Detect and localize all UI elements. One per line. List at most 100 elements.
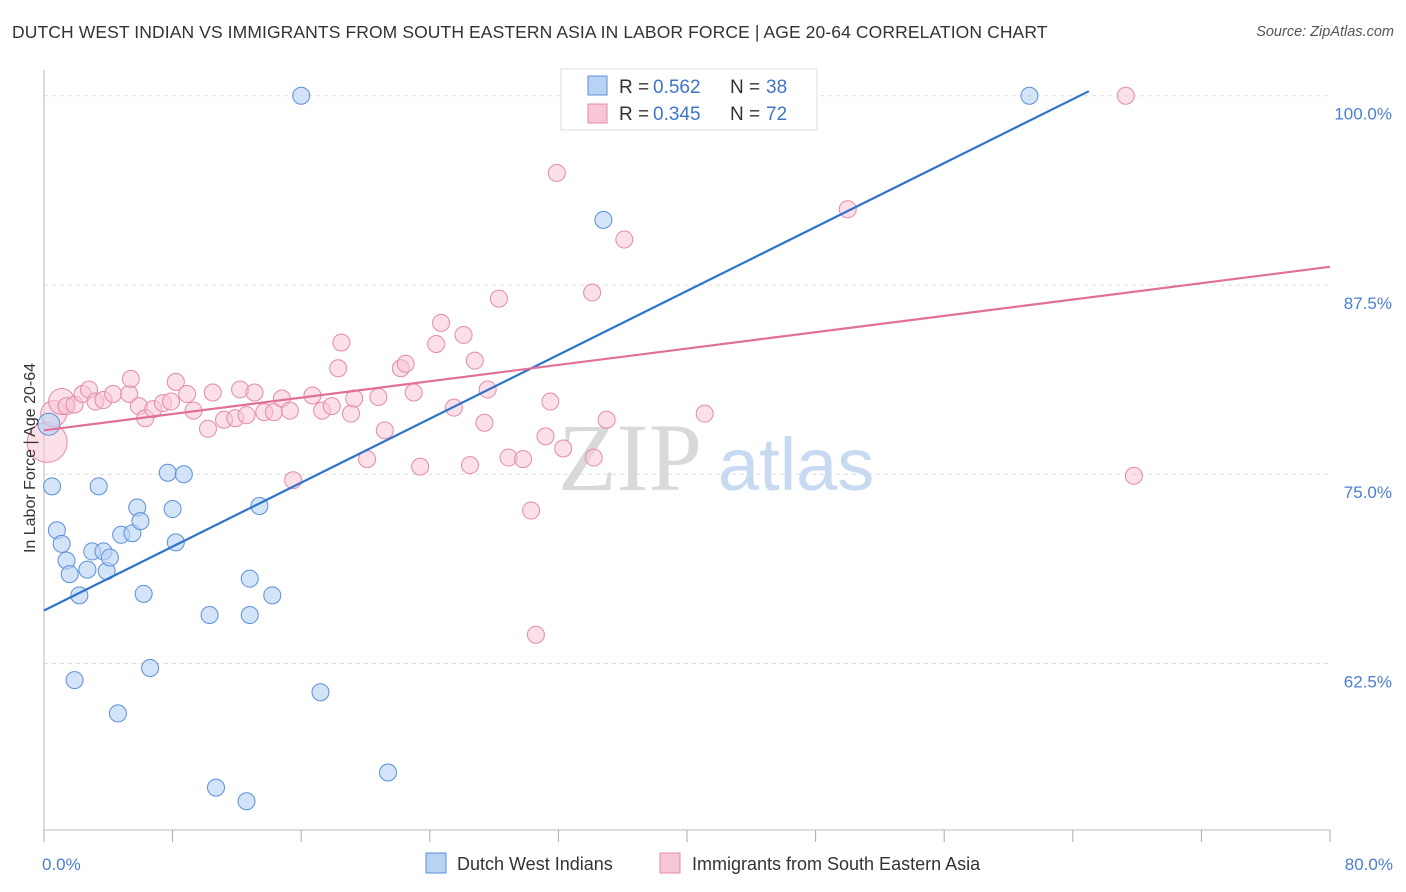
pink-point xyxy=(583,283,602,302)
y-axis-label: In Labor Force | Age 20-64 xyxy=(22,363,39,553)
blue-point xyxy=(100,548,119,567)
blue-point xyxy=(52,534,71,553)
y-tick-label: 87.5% xyxy=(1344,294,1392,313)
blue-point xyxy=(108,704,127,723)
blue-point xyxy=(379,763,398,782)
legend-swatch-pink xyxy=(587,103,608,124)
blue-point xyxy=(89,477,108,496)
legend-r-label-pink: R = xyxy=(619,104,649,125)
blue-trend-line xyxy=(43,90,1090,612)
legend-n-label-blue: N = xyxy=(730,77,760,98)
legend-r-label-blue: R = xyxy=(619,77,649,98)
blue-point xyxy=(141,659,160,678)
pink-point xyxy=(396,354,415,373)
bottom-legend-swatch-pink xyxy=(659,852,681,874)
blue-point xyxy=(237,792,256,811)
pink-point xyxy=(178,384,197,403)
x-tick-label-max: 80.0% xyxy=(1345,855,1393,874)
blue-point xyxy=(263,586,282,605)
blue-point xyxy=(1020,86,1039,105)
series-legend: Dutch West Indians Immigrants from South… xyxy=(425,852,981,874)
pink-point xyxy=(198,419,217,438)
pink-point xyxy=(526,625,545,644)
legend-r-value-blue: 0.562 xyxy=(653,77,701,98)
y-tick-label: 75.0% xyxy=(1344,483,1392,502)
pink-point xyxy=(203,383,222,402)
bottom-legend-label-pink: Immigrants from South Eastern Asia xyxy=(692,854,981,874)
pink-point xyxy=(522,501,541,520)
pink-point xyxy=(161,392,180,411)
y-tick-label: 100.0% xyxy=(1334,105,1392,124)
pink-point xyxy=(541,392,560,411)
bottom-legend-label-blue: Dutch West Indians xyxy=(457,854,613,874)
legend-r-value-pink: 0.345 xyxy=(653,104,701,125)
pink-point xyxy=(1116,86,1135,105)
pink-point xyxy=(489,289,508,308)
pink-trend-line xyxy=(43,265,1331,432)
pink-point xyxy=(369,388,388,407)
blue-point xyxy=(37,412,61,436)
pink-point xyxy=(514,450,533,469)
pink-point xyxy=(695,404,714,423)
watermark: ZIP atlas xyxy=(558,404,874,511)
pink-point xyxy=(375,421,394,440)
blue-point xyxy=(240,569,259,588)
pink-point xyxy=(322,397,341,416)
pink-point xyxy=(245,383,264,402)
blue-point xyxy=(594,210,613,229)
pink-point xyxy=(342,404,361,423)
pink-point xyxy=(104,384,123,403)
pink-point xyxy=(1124,466,1143,485)
blue-point xyxy=(292,86,311,105)
legend-n-value-pink: 72 xyxy=(766,104,787,125)
source-credit: Source: ZipAtlas.com xyxy=(1256,24,1394,40)
pink-point xyxy=(404,383,423,402)
pink-series-points xyxy=(26,86,1143,644)
legend-swatch-blue xyxy=(587,75,608,96)
blue-point xyxy=(240,606,259,625)
pink-point xyxy=(547,163,566,182)
blue-point xyxy=(43,477,62,496)
blue-point xyxy=(131,512,150,531)
blue-point xyxy=(60,565,79,584)
pink-point xyxy=(332,333,351,352)
pink-point xyxy=(584,448,603,467)
legend-n-value-blue: 38 xyxy=(766,77,787,98)
pink-point xyxy=(536,427,555,446)
grid-layer xyxy=(44,95,1330,664)
stats-legend: R = 0.562 N = 38 R = 0.345 N = 72 xyxy=(560,68,818,131)
blue-point xyxy=(134,584,153,603)
watermark-zip: ZIP xyxy=(558,404,702,511)
pink-point xyxy=(554,439,573,458)
pink-point xyxy=(280,401,299,420)
pink-point xyxy=(231,380,250,399)
tick-labels: 62.5% 75.0% 87.5% 100.0% 0.0% 80.0% xyxy=(42,105,1393,874)
blue-point xyxy=(78,560,97,579)
trend-lines xyxy=(43,90,1331,612)
pink-point xyxy=(475,413,494,432)
blue-point xyxy=(207,778,226,797)
blue-series-points xyxy=(37,86,1039,811)
pink-point xyxy=(237,406,256,425)
x-tick-label-min: 0.0% xyxy=(42,855,81,874)
blue-point xyxy=(311,683,330,702)
pink-point xyxy=(411,457,430,476)
blue-point xyxy=(158,463,177,482)
blue-point xyxy=(163,500,182,519)
pink-point xyxy=(454,325,473,344)
pink-point xyxy=(121,369,140,388)
bottom-legend-swatch-blue xyxy=(425,852,447,874)
pink-point xyxy=(432,313,451,332)
blue-point xyxy=(200,606,219,625)
legend-n-label-pink: N = xyxy=(730,104,760,125)
pink-point xyxy=(427,335,446,354)
pink-point xyxy=(329,359,348,378)
blue-point xyxy=(65,671,84,690)
watermark-atlas: atlas xyxy=(718,423,874,506)
y-tick-label: 62.5% xyxy=(1344,672,1392,691)
pink-point xyxy=(460,456,479,475)
pink-point xyxy=(465,351,484,370)
pink-point xyxy=(597,410,616,429)
pink-point xyxy=(166,372,185,391)
